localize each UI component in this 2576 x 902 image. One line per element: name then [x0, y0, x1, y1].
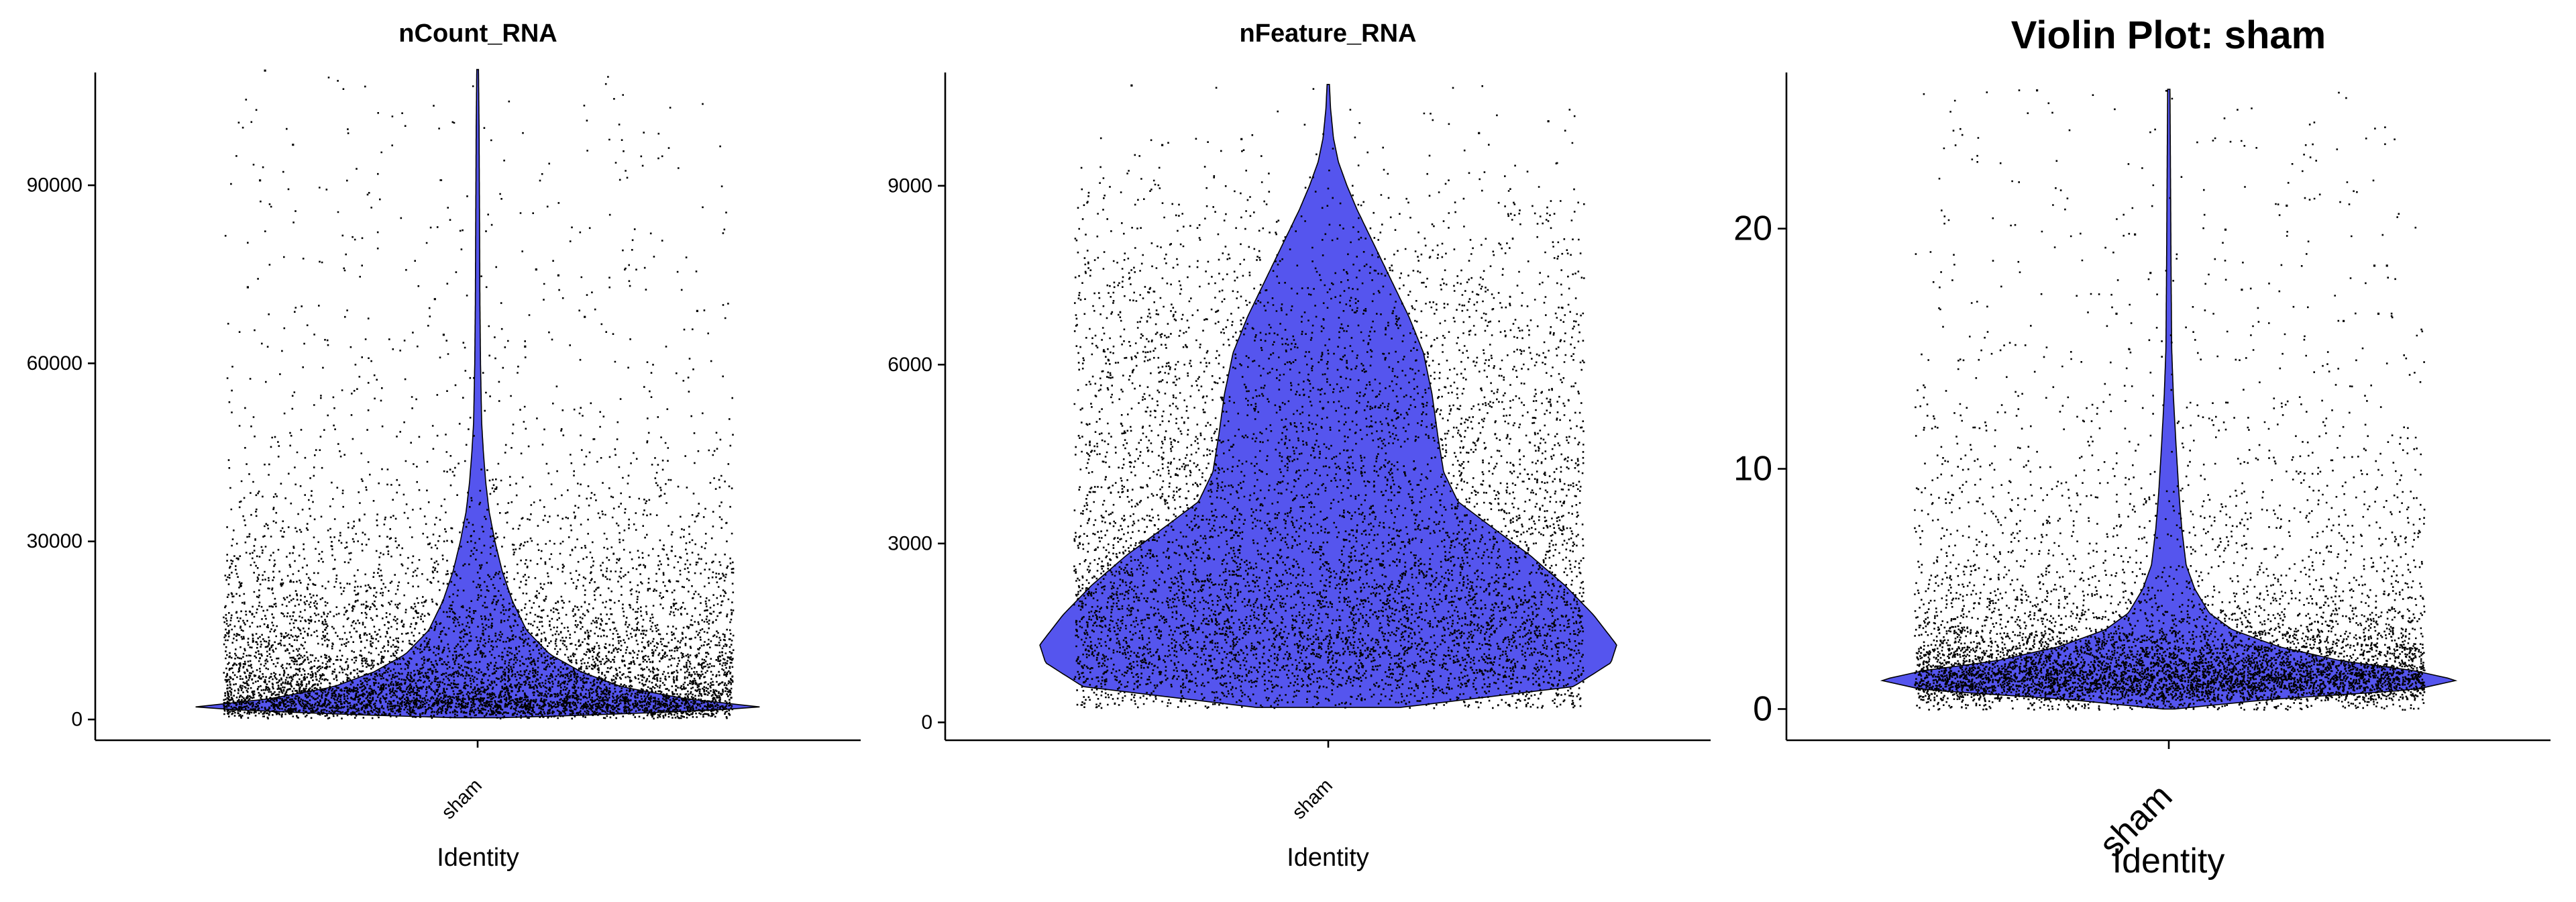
x-axis-label: Identity — [437, 844, 519, 872]
violin-sham — [1039, 84, 1617, 708]
y-tick-label: 0 — [921, 711, 932, 734]
y-tick-label: 20 — [1733, 209, 1772, 248]
y-tick-label: 6000 — [888, 354, 932, 376]
y-tick-label: 90000 — [27, 174, 83, 197]
panel-ncount-rna: nCount_RNA Identity sham 0 30000 60000 9… — [27, 19, 861, 872]
y-tick-label: 3000 — [888, 532, 932, 554]
x-axis-label: Identity — [2112, 842, 2225, 881]
y-tick-label: 30000 — [27, 530, 83, 552]
x-tick-label: sham — [437, 774, 486, 823]
y-tick-label: 60000 — [27, 352, 83, 374]
chart-title: Violin Plot: sham — [2011, 13, 2326, 57]
y-tick-label: 10 — [1733, 450, 1772, 489]
violin-sham — [195, 68, 760, 719]
panel-violin-plot-sham: Violin Plot: sham Identity sham 0 10 20 — [1733, 13, 2551, 881]
y-tick-label: 9000 — [888, 174, 932, 197]
chart-title: nCount_RNA — [398, 19, 557, 48]
chart-title: nFeature_RNA — [1240, 19, 1417, 48]
x-tick-label: sham — [1288, 774, 1337, 823]
y-tick-label: 0 — [1753, 689, 1772, 728]
violin-sham — [1880, 89, 2458, 710]
x-axis-label: Identity — [1287, 844, 1369, 872]
jitter-points — [223, 69, 735, 720]
y-tick-label: 0 — [71, 709, 83, 731]
panel-nfeature-rna: nFeature_RNA Identity sham 0 3000 6000 9… — [888, 19, 1711, 872]
